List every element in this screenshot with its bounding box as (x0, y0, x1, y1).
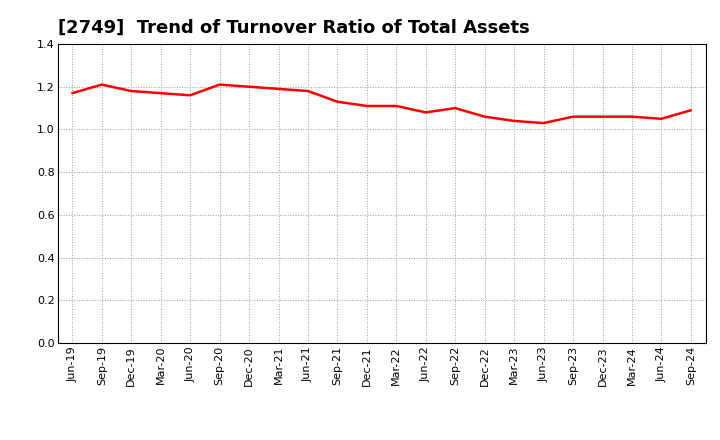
Text: [2749]  Trend of Turnover Ratio of Total Assets: [2749] Trend of Turnover Ratio of Total … (58, 19, 529, 37)
